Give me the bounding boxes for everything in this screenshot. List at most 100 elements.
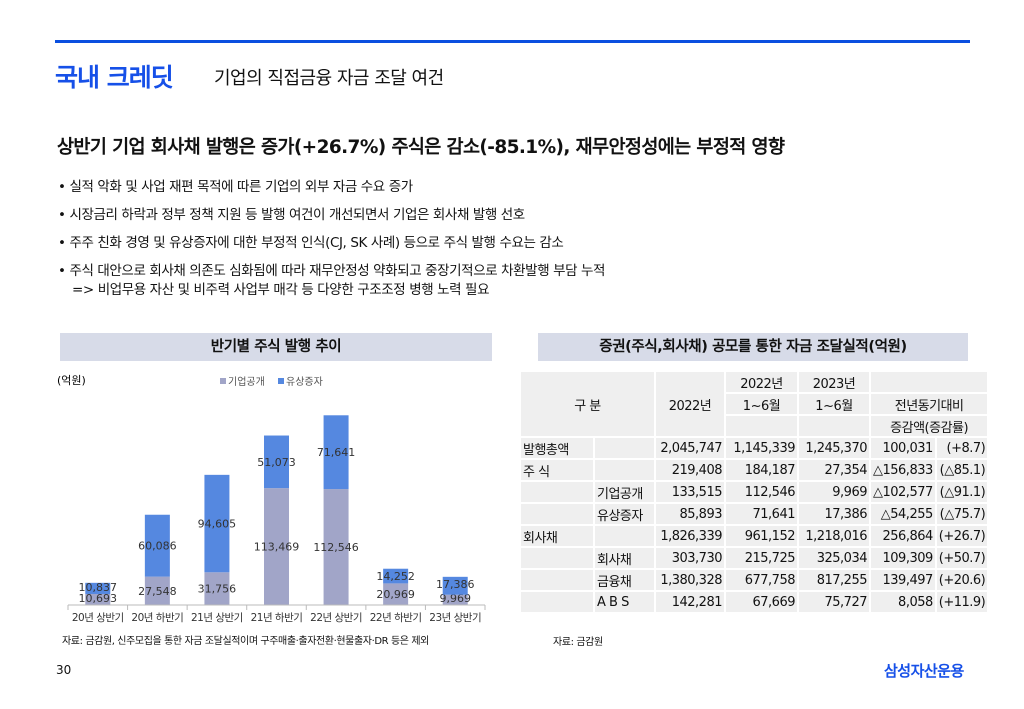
cell-value: 961,152 [726, 526, 797, 546]
row-label [521, 548, 593, 568]
data-label: 71,641 [317, 446, 356, 459]
table-row: 회사채 303,730 215,725 325,034 109,309 (+50.7) [521, 548, 988, 568]
header-category: 구 분 [521, 372, 654, 436]
bar-segment [264, 488, 289, 605]
page-number: 30 [56, 663, 72, 677]
cell-value: 2,045,747 [656, 438, 724, 458]
cell-value: (+20.6) [936, 570, 988, 590]
data-label: 94,605 [198, 518, 237, 531]
cell-value: (+50.7) [936, 548, 988, 568]
header-yoy: 전년동기대비 [871, 394, 988, 414]
bar-segment [323, 415, 349, 490]
cell-value: 139,497 [871, 570, 935, 590]
bar-segment [264, 435, 289, 489]
table-row: 금융채 1,380,328 677,758 817,255 139,497 (+20.6) [521, 570, 988, 590]
bar-segment [144, 576, 170, 605]
bar-segment [323, 489, 349, 605]
cell-value: 325,034 [799, 548, 869, 568]
cell-value: 215,725 [726, 548, 797, 568]
legend-swatch [220, 378, 226, 384]
cell-value: 1,218,016 [799, 526, 869, 546]
cell-value: 85,893 [656, 504, 724, 524]
cell-value: 109,309 [871, 548, 935, 568]
data-label: 10,693 [79, 592, 118, 605]
row-sublabel: 기업공개 [595, 482, 654, 502]
table-row: A B S 142,281 67,669 75,727 8,058 (+11.9) [521, 592, 988, 612]
data-label: 113,469 [254, 541, 300, 554]
data-label: 51,073 [257, 456, 296, 469]
header-h23: 2023년 [799, 372, 869, 392]
data-label: 9,969 [439, 592, 471, 605]
bullet-item: • 주주 친화 경영 및 유상증자에 대한 부정적 인식(CJ, SK 사례) … [58, 235, 564, 251]
cell-value: 184,187 [726, 460, 797, 480]
table-row: 유상증자 85,893 71,641 17,386 △54,255 (△75.7) [521, 504, 988, 524]
row-sublabel [595, 438, 654, 458]
cell-value: 112,546 [726, 482, 797, 502]
bar-segment [85, 593, 111, 605]
data-label: 27,548 [138, 585, 177, 598]
cell-value: 142,281 [656, 592, 724, 612]
table-title: 증권(주식,회사채) 공모를 통한 자금 조달실적(억원) [538, 333, 968, 361]
x-tick-label: 21년 상반기 [191, 612, 243, 623]
row-label [521, 482, 593, 502]
row-label: 발행총액 [521, 438, 593, 458]
data-label: 60,086 [138, 540, 177, 553]
header-change: 증감액(증감률) [871, 416, 988, 436]
row-label [521, 570, 593, 590]
data-label: 10,837 [79, 581, 118, 594]
cell-value: 1,145,339 [726, 438, 797, 458]
x-tick-label: 22년 상반기 [310, 612, 362, 623]
bar-segment [144, 514, 170, 577]
cell-value: 67,669 [726, 592, 797, 612]
cell-value: 27,354 [799, 460, 869, 480]
table-row: 기업공개 133,515 112,546 9,969 △102,577 (△91.1) [521, 482, 988, 502]
chart-source: 자료: 금감원, 신주모집을 통한 자금 조달실적이며 구주매출·출자전환·현물… [62, 636, 429, 647]
bar-segment [383, 568, 409, 584]
header-2022: 2022년 [656, 372, 724, 436]
cell-value: 8,058 [871, 592, 935, 612]
cell-value: 1,826,339 [656, 526, 724, 546]
row-sublabel: 회사채 [595, 548, 654, 568]
data-label: 17,386 [436, 578, 475, 591]
cell-value: 303,730 [656, 548, 724, 568]
x-tick-label: 21년 하반기 [251, 611, 303, 623]
legend-swatch [278, 378, 284, 384]
cell-value: (+26.7) [936, 526, 988, 546]
row-sublabel: 유상증자 [595, 504, 654, 524]
header-rule [55, 40, 970, 43]
chart-title: 반기별 주식 발행 추이 [60, 333, 492, 361]
bar-segment [442, 576, 468, 595]
row-sublabel: 금융채 [595, 570, 654, 590]
table-row: 회사채 1,826,339 961,152 1,218,016 256,864 (+26.… [521, 526, 988, 546]
header-h22-period: 1~6월 [726, 394, 797, 414]
page-subtitle: 기업의 직접금융 자금 조달 여건 [214, 68, 444, 89]
company-logo: 삼성자산운용 [884, 662, 964, 680]
bullet-continuation: => 비업무용 자산 및 비주력 사업부 매각 등 다양한 구조조정 병행 노력… [72, 282, 490, 298]
cell-value: △156,833 [871, 460, 935, 480]
legend-label: 유상증자 [286, 376, 323, 388]
x-tick-label: 23년 상반기 [429, 612, 481, 623]
data-label: 112,546 [313, 541, 359, 554]
headline: 상반기 기업 회사채 발행은 증가(+26.7%) 주식은 감소(-85.1%)… [57, 137, 785, 158]
row-sublabel [595, 460, 654, 480]
cell-value: (+11.9) [936, 592, 988, 612]
cell-value: 219,408 [656, 460, 724, 480]
row-label [521, 504, 593, 524]
legend-label: 기업공개 [228, 375, 265, 388]
cell-value: 71,641 [726, 504, 797, 524]
cell-value: 1,245,370 [799, 438, 869, 458]
cell-value: 133,515 [656, 482, 724, 502]
table-source: 자료: 금감원 [553, 637, 603, 648]
row-sublabel: A B S [595, 592, 654, 612]
x-tick-label: 20년 상반기 [72, 612, 124, 623]
row-label: 회사채 [521, 526, 593, 546]
bullet-item: • 실적 악화 및 사업 재편 목적에 따른 기업의 외부 자금 수요 증가 [58, 179, 413, 195]
x-tick-label: 20년 하반기 [131, 611, 183, 623]
cell-value: (△85.1) [936, 460, 988, 480]
table-row: 발행총액 2,045,747 1,145,339 1,245,370 100,031 (+… [521, 438, 988, 458]
header-h22: 2022년 [726, 372, 797, 392]
row-sublabel [595, 526, 654, 546]
row-label [521, 592, 593, 612]
cell-value: △102,577 [871, 482, 935, 502]
